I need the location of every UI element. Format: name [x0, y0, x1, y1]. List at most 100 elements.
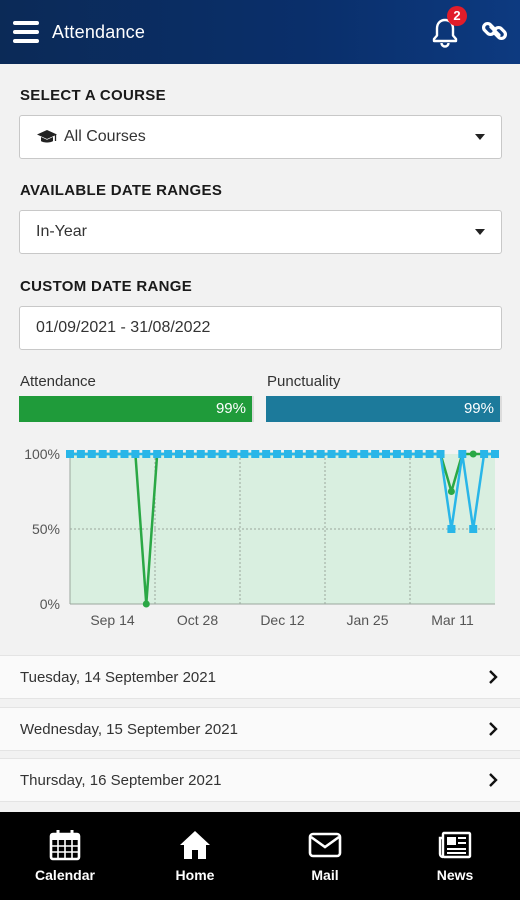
chart-x-tick-label: Dec 12 [260, 612, 305, 628]
chart-data-point [98, 450, 107, 458]
chart-y-tick-label: 50% [32, 521, 60, 537]
chart-data-point [174, 450, 183, 458]
attendance-progress-bar: 99% [19, 396, 254, 422]
nav-news[interactable]: News [390, 812, 520, 900]
nav-mail[interactable]: Mail [260, 812, 390, 900]
nav-mail-label: Mail [311, 867, 339, 883]
chart-data-point [371, 450, 380, 458]
day-row[interactable]: Thursday, 16 September 2021 [0, 758, 520, 802]
chart-data-point [403, 450, 412, 458]
news-icon [438, 831, 472, 859]
custom-date-range-label: CUSTOM DATE RANGE [20, 278, 193, 295]
chart-data-point [153, 450, 162, 458]
nav-calendar-label: Calendar [35, 867, 95, 883]
chevron-right-icon [489, 722, 498, 736]
select-course-label: SELECT A COURSE [20, 87, 166, 104]
chart-data-point [76, 450, 85, 458]
chart-data-point [447, 488, 455, 495]
chart-x-tick-label: Jan 25 [346, 612, 388, 628]
chart-data-point [131, 450, 140, 458]
custom-date-range-input[interactable]: 01/09/2021 - 31/08/2022 [19, 306, 502, 350]
chart-data-point [196, 450, 205, 458]
chart-x-tick-label: Sep 14 [90, 612, 135, 628]
day-row-label: Wednesday, 15 September 2021 [20, 720, 238, 738]
chart-data-point [469, 450, 477, 458]
chart-data-point [218, 450, 227, 458]
nav-calendar[interactable]: Calendar [0, 812, 130, 900]
notification-badge: 2 [447, 6, 467, 26]
chevron-right-icon [489, 773, 498, 787]
course-select-value: All Courses [64, 128, 146, 145]
nav-home[interactable]: Home [130, 812, 260, 900]
chevron-down-icon [475, 134, 485, 140]
graduation-cap-icon [37, 130, 57, 143]
chart-series-line [70, 452, 495, 531]
chart-data-point [142, 450, 151, 458]
chart-data-point [273, 450, 282, 458]
chart-data-point [414, 450, 423, 458]
nav-home-label: Home [175, 867, 215, 883]
chart-data-point [164, 450, 173, 458]
chart-x-tick-label: Mar 11 [431, 612, 474, 628]
nav-news-label: News [436, 867, 474, 883]
attendance-percent: 99% [215, 400, 246, 417]
chart-data-point [327, 450, 336, 458]
chart-data-point [338, 450, 347, 458]
chart-data-point [425, 450, 434, 458]
chart-data-point [87, 450, 96, 458]
date-range-select[interactable]: In-Year [19, 210, 502, 254]
chart-data-point [66, 450, 74, 458]
punctuality-percent: 99% [463, 400, 494, 417]
bottom-navigation: Calendar Home Mail News [0, 812, 520, 900]
chart-data-point [316, 450, 325, 458]
chart-data-point [382, 450, 391, 458]
chart-data-point [207, 450, 216, 458]
attendance-label: Attendance [20, 373, 96, 390]
mail-icon [308, 832, 342, 858]
chart-data-point [305, 450, 314, 458]
chart-data-point [283, 450, 292, 458]
day-row[interactable]: Wednesday, 15 September 2021 [0, 707, 520, 751]
custom-date-range-value: 01/09/2021 - 31/08/2022 [36, 319, 211, 336]
chart-data-point [142, 600, 150, 608]
chart-data-point [436, 450, 445, 458]
chevron-right-icon [489, 670, 498, 684]
course-select[interactable]: All Courses [19, 115, 502, 159]
calendar-icon [49, 830, 81, 861]
hamburger-menu-icon[interactable] [13, 21, 39, 43]
link-icon[interactable] [480, 16, 510, 46]
chart-data-point [120, 450, 129, 458]
chart-data-point [447, 525, 456, 533]
punctuality-progress-fill [266, 396, 500, 422]
chart-data-point [251, 450, 260, 458]
chart-data-point [262, 450, 271, 458]
day-row-label: Tuesday, 14 September 2021 [20, 668, 216, 686]
chart-data-point [491, 450, 499, 458]
chart-data-point [469, 525, 478, 533]
chevron-down-icon [475, 229, 485, 235]
chart-data-point [349, 450, 358, 458]
attendance-progress-fill [19, 396, 252, 422]
day-row-label: Thursday, 16 September 2021 [20, 771, 222, 789]
day-row[interactable]: Tuesday, 14 September 2021 [0, 655, 520, 699]
chart-y-tick-label: 100% [24, 446, 60, 462]
attendance-chart: 100% 50% 0% Sep 14 Oct 28 Dec 12 Jan 25 Mar 11 [24, 446, 499, 628]
chart-data-point [240, 450, 249, 458]
chart-x-tick-label: Oct 28 [177, 612, 218, 628]
chart-y-tick-label: 0% [40, 596, 60, 612]
top-app-bar: Attendance 2 [0, 0, 520, 64]
chart-data-point [458, 450, 467, 458]
chart-data-point [109, 450, 118, 458]
chart-data-point [229, 450, 238, 458]
date-ranges-label: AVAILABLE DATE RANGES [20, 182, 223, 199]
chart-data-point [294, 450, 303, 458]
page-title: Attendance [52, 21, 146, 42]
chart-data-point [360, 450, 369, 458]
home-icon [180, 831, 210, 859]
chart-data-point [480, 450, 489, 458]
chart-data-point [392, 450, 401, 458]
chart-data-point [185, 450, 194, 458]
punctuality-progress-bar: 99% [266, 396, 502, 422]
date-range-select-value: In-Year [36, 223, 87, 240]
punctuality-label: Punctuality [267, 373, 341, 390]
